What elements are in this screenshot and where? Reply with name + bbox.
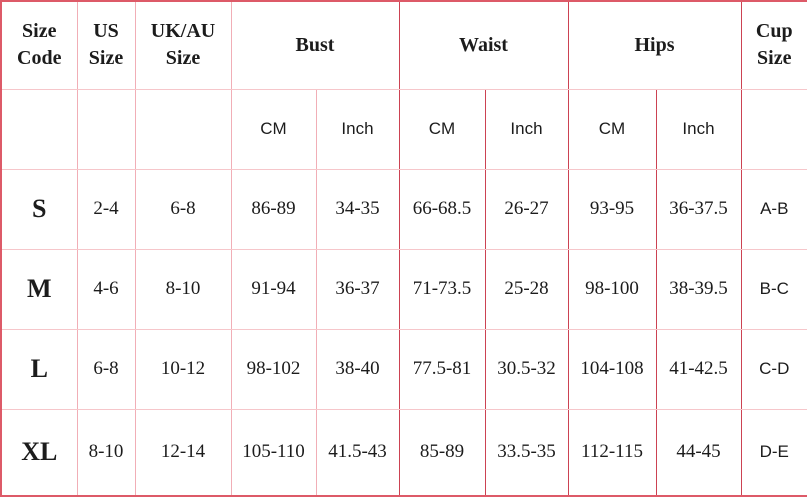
unit-cell-empty	[135, 89, 232, 170]
cell-size-code: S	[1, 169, 78, 250]
cell-hips-cm: 112-115	[568, 409, 657, 496]
table-row-m: M 4-6 8-10 91-94 36-37 71-73.5 25-28 98-…	[1, 249, 807, 330]
cell-bust-inch: 41.5-43	[316, 409, 400, 496]
unit-cell-empty	[1, 89, 78, 170]
cell-hips-inch: 44-45	[656, 409, 742, 496]
cell-cup-size: D-E	[759, 442, 789, 462]
cell-waist-cm: 66-68.5	[399, 169, 486, 250]
cell-uk-au-size: 6-8	[135, 169, 232, 250]
header-uk-au-size: UK/AU Size	[135, 1, 232, 90]
cell-hips-inch: 38-39.5	[656, 249, 742, 330]
cell-cup-size: B-C	[741, 249, 807, 330]
unit-hips-inch: Inch	[656, 89, 742, 170]
cell-size-code: L	[1, 329, 78, 410]
cell-hips-cm: 104-108	[568, 329, 657, 410]
table-row-s: S 2-4 6-8 86-89 34-35 66-68.5 26-27 93-9…	[1, 169, 807, 250]
cell-cup-size: C-D	[741, 329, 807, 410]
unit-waist-cm: CM	[399, 89, 486, 170]
cell-bust-inch: 36-37	[316, 249, 400, 330]
cell-waist-cm: 85-89	[399, 409, 486, 496]
cell-waist-inch: 26-27	[485, 169, 569, 250]
header-hips: Hips	[568, 1, 742, 90]
cell-uk-au-size: 12-14	[135, 409, 232, 496]
cell-waist-inch: 25-28	[485, 249, 569, 330]
unit-hips-cm: CM	[568, 89, 657, 170]
cell-us-size: 8-10	[77, 409, 136, 496]
unit-cell-empty	[77, 89, 136, 170]
cell-bust-cm: 98-102	[231, 329, 317, 410]
header-cup-size: Cup Size	[741, 1, 807, 90]
cell-bust-cm: 105-110	[231, 409, 317, 496]
header-size-code: Size Code	[1, 1, 78, 90]
cell-waist-cm: 71-73.5	[399, 249, 486, 330]
header-waist: Waist	[399, 1, 569, 90]
unit-waist-inch: Inch	[485, 89, 569, 170]
cell-bust-inch: 38-40	[316, 329, 400, 410]
cell-hips-cm: 98-100	[568, 249, 657, 330]
unit-bust-cm: CM	[231, 89, 317, 170]
cell-uk-au-size: 10-12	[135, 329, 232, 410]
cell-bust-cm: 91-94	[231, 249, 317, 330]
cell-us-size: 2-4	[77, 169, 136, 250]
cell-waist-cm: 77.5-81	[399, 329, 486, 410]
cell-waist-inch: 33.5-35	[485, 409, 569, 496]
cell-size-code: M	[1, 249, 78, 330]
cell-cup-size: A-B	[741, 169, 807, 250]
cell-hips-inch: 36-37.5	[656, 169, 742, 250]
header-row-groups: Size Code US Size UK/AU Size Bust Waist …	[1, 1, 807, 90]
cell-us-size: 4-6	[77, 249, 136, 330]
cell-bust-cm: 86-89	[231, 169, 317, 250]
table-row-l: L 6-8 10-12 98-102 38-40 77.5-81 30.5-32…	[1, 329, 807, 410]
header-bust: Bust	[231, 1, 400, 90]
cell-us-size: 6-8	[77, 329, 136, 410]
cell-waist-inch: 30.5-32	[485, 329, 569, 410]
cell-bust-inch: 34-35	[316, 169, 400, 250]
cell-uk-au-size: 8-10	[135, 249, 232, 330]
cell-hips-cm: 93-95	[568, 169, 657, 250]
unit-cell-empty	[741, 89, 807, 170]
cell-size-code: XL	[1, 409, 78, 496]
header-row-units: CM Inch CM Inch CM Inch	[1, 89, 807, 170]
header-us-size: US Size	[77, 1, 136, 90]
table-row-xl: XL 8-10 12-14 105-110 41.5-43 85-89 33.5…	[1, 409, 807, 496]
cell-hips-inch: 41-42.5	[656, 329, 742, 410]
unit-bust-inch: Inch	[316, 89, 400, 170]
